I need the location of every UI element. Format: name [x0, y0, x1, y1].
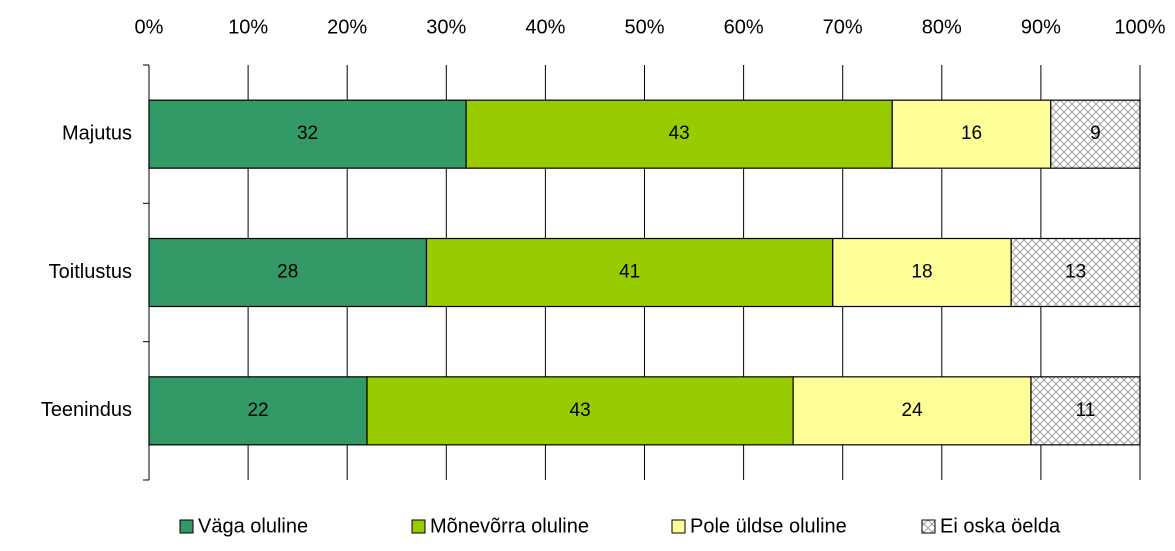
value-label: 11: [1076, 400, 1096, 421]
value-label: 28: [277, 262, 298, 283]
bar-segment: [465, 99, 893, 169]
bar-segment: [1030, 376, 1141, 446]
bar-segment: [366, 376, 794, 446]
bar-segment: [792, 376, 1032, 446]
x-tick-label: 0%: [135, 16, 164, 38]
x-tick-label: 60%: [724, 16, 764, 38]
bar-segment: [891, 99, 1052, 169]
value-label: 43: [669, 123, 690, 144]
x-tick-label: 20%: [327, 16, 367, 38]
x-tick-label: 70%: [823, 16, 863, 38]
x-tick-label: 40%: [525, 16, 565, 38]
value-label: 9: [1090, 123, 1101, 144]
x-tick-label: 50%: [624, 16, 664, 38]
legend-label: Ei oska öelda: [940, 515, 1061, 537]
value-label: 24: [901, 400, 923, 421]
value-label: 16: [961, 123, 982, 144]
value-label: 32: [297, 123, 318, 144]
value-label: 41: [619, 262, 640, 283]
y-tick-label: Majutus: [62, 122, 132, 144]
legend-swatch: [179, 519, 194, 534]
bar-segment: [148, 237, 428, 308]
legend-label: Mõnevõrra oluline: [430, 515, 589, 537]
bar-segment: [1010, 237, 1141, 308]
x-tick-label: 80%: [922, 16, 962, 38]
bar-segment: [425, 237, 834, 308]
x-tick-label: 30%: [426, 16, 466, 38]
value-label: 22: [247, 400, 268, 421]
value-label: 43: [570, 400, 591, 421]
x-tick-label: 10%: [228, 16, 268, 38]
y-tick-label: Toitlustus: [49, 261, 132, 283]
bar-segment: [148, 99, 467, 169]
legend-swatch: [921, 519, 936, 534]
x-tick-label: 90%: [1021, 16, 1061, 38]
x-tick-label: 100%: [1114, 16, 1165, 38]
bar-segment: [148, 376, 368, 446]
value-label: 18: [911, 262, 932, 283]
legend-swatch: [671, 519, 686, 534]
legend-swatch: [411, 519, 426, 534]
legend-label: Väga oluline: [198, 515, 308, 537]
value-label: 13: [1065, 262, 1086, 283]
bar-segment: [832, 237, 1012, 308]
legend-label: Pole üldse oluline: [690, 515, 847, 537]
y-tick-label: Teenindus: [41, 399, 132, 421]
bar-segment: [1050, 99, 1141, 169]
